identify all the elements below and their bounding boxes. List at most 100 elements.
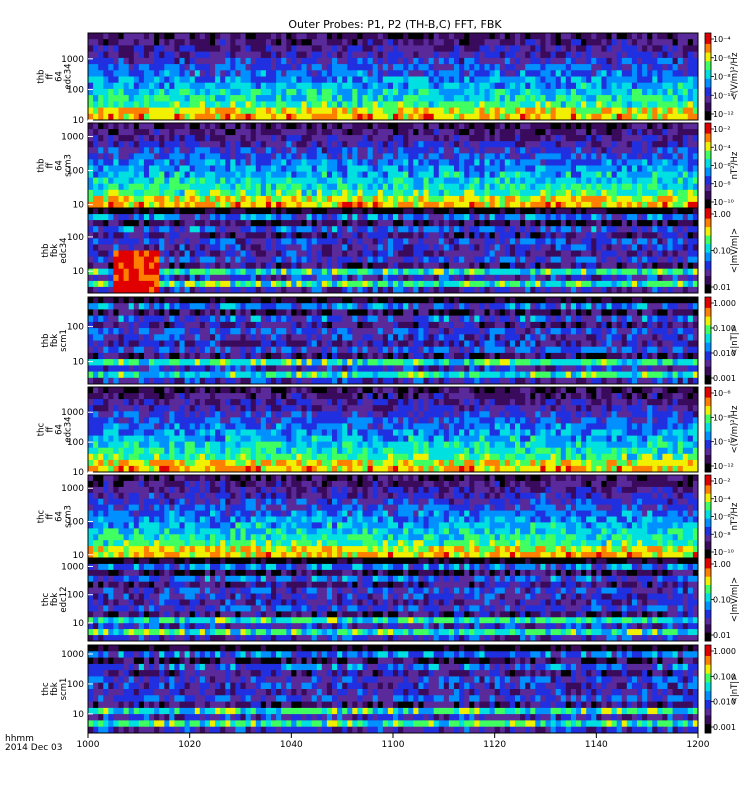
y-tick-label: 10 <box>73 116 85 126</box>
colorbar-tick-label: 10⁻⁸ <box>713 530 731 539</box>
colorbar-label: <(V/m)²/Hz <box>730 52 740 100</box>
colorbar-label: <|nT|> <box>730 674 740 705</box>
panel-label-line: edc34 <box>64 416 74 442</box>
panel-label-line: scm1 <box>59 329 69 352</box>
x-tick-label: 1000 <box>77 740 100 750</box>
colorbar-frame <box>704 644 712 734</box>
x-axis-label-hhmm: hhmm <box>5 734 34 744</box>
panel-label-line: 64 <box>55 71 65 82</box>
panel-label-line: ff <box>46 425 56 432</box>
spectrogram-texture <box>88 558 699 642</box>
spectrogram-texture <box>88 208 699 294</box>
y-tick-label: 1000 <box>61 484 84 494</box>
y-tick-label: 1000 <box>61 650 84 660</box>
panel-label-line: thb <box>37 69 47 83</box>
y-tick-label: 10 <box>73 551 85 561</box>
panel-label-line: fbk <box>50 244 60 257</box>
panel-label-line: thb <box>37 158 47 172</box>
x-tick-label: 1020 <box>178 740 201 750</box>
panel-label-line: thc <box>41 592 51 606</box>
panel-label-line: fbk <box>50 682 60 695</box>
x-tick-label: 1040 <box>280 740 303 750</box>
spectrogram-texture <box>88 475 699 559</box>
colorbar-label: nT²/Hz <box>730 151 740 179</box>
panel-5: 1000 100 10 thc ff 64 edc34 10⁻⁶ 10⁻⁸ 10⁻¹⁰ 10⁻¹² <… <box>37 386 740 478</box>
colorbar-label: <(V/m)²/Hz <box>730 405 740 453</box>
panel-label-line: thc <box>37 509 47 523</box>
panel-label-line: scm3 <box>64 154 74 177</box>
colorbar-tick-label: 1.000 <box>713 647 736 656</box>
colorbar-tick-label: 0.10 <box>713 247 731 256</box>
colorbar-tick-label: 10⁻⁶ <box>713 389 731 398</box>
spectrogram-texture <box>88 645 699 734</box>
panel-label-line: 64 <box>55 424 65 435</box>
colorbar-tick-label: 10⁻⁶ <box>713 162 731 171</box>
y-tick-label: 10 <box>73 619 85 629</box>
colorbar-tick-label: 0.01 <box>713 283 731 292</box>
panel-label-line: scm1 <box>59 678 69 701</box>
y-tick-label: 100 <box>67 518 84 528</box>
panel-label-line: ff <box>46 512 56 519</box>
colorbar-tick-label: 10⁻¹² <box>713 462 734 471</box>
colorbar-tick-label: 10⁻⁸ <box>713 413 731 422</box>
colorbar-tick-label: 1.00 <box>713 560 731 569</box>
colorbar-tick-label: 10⁻⁶ <box>713 513 731 522</box>
y-tick-label: 10 <box>73 710 85 720</box>
y-tick-label: 100 <box>67 85 84 95</box>
colorbar: 1.000 0.100 0.010 0.001 <|nT|> <box>704 296 740 385</box>
panel-label-line: thc <box>41 682 51 696</box>
y-tick-label: 10 <box>73 201 85 211</box>
y-tick-label: 10 <box>73 358 85 368</box>
y-tick-label: 10 <box>73 267 85 277</box>
colorbar-tick-label: 1.00 <box>713 210 731 219</box>
colorbar: 1.00 0.10 0.01 <|mV/m|> <box>704 557 740 642</box>
colorbar-tick-label: 10⁻² <box>713 125 731 134</box>
colorbar-tick-label: 0.100 <box>713 324 736 333</box>
x-axis-label-date: 2014 Dec 03 <box>5 743 63 753</box>
colorbar-tick-label: 10⁻⁸ <box>713 180 731 189</box>
panel-label-line: thc <box>37 422 47 436</box>
panel-frame <box>87 32 699 121</box>
colorbar: 1.000 0.100 0.010 0.001 <|nT|> <box>704 644 740 734</box>
panel-label-line: fbk <box>50 593 60 606</box>
spectrogram-texture <box>88 297 699 385</box>
panel-frame <box>87 207 699 294</box>
y-tick-label: 1000 <box>61 563 84 573</box>
chart-title: Outer Probes: P1, P2 (TH-B,C) FFT, FBK <box>288 18 502 31</box>
spectrogram-texture <box>88 387 699 473</box>
panel-label-line: thb <box>41 243 51 257</box>
colorbar-tick-label: 0.010 <box>713 698 736 707</box>
colorbar-tick-label: 1.000 <box>713 299 736 308</box>
colorbar: 10⁻⁴ 10⁻⁶ 10⁻⁸ 10⁻¹⁰ 10⁻¹² <(V/m)²/Hz <box>704 32 740 121</box>
spectrogram-texture <box>88 123 699 209</box>
x-tick-label: 1140 <box>585 740 608 750</box>
panel-frame <box>87 386 699 473</box>
panel-label-line: 64 <box>55 160 65 171</box>
panel-label-line: scm3 <box>64 505 74 528</box>
colorbar-frame <box>704 386 712 473</box>
colorbar-tick-label: 0.01 <box>713 631 731 640</box>
colorbar-frame <box>704 296 712 385</box>
x-tick-label: 1120 <box>483 740 506 750</box>
colorbar-label: <|mV/m|> <box>730 228 740 273</box>
colorbar: 1.00 0.10 0.01 <|mV/m|> <box>704 207 740 294</box>
panel-8: 1000 100 10 thc fbk scm1 1.000 0.100 0.010 0.001 <… <box>41 644 740 734</box>
panel-label-line: 64 <box>55 511 65 522</box>
y-tick-label: 100 <box>67 680 84 690</box>
colorbar: 10⁻² 10⁻⁴ 10⁻⁶ 10⁻⁸ 10⁻¹⁰ nT²/Hz <box>704 122 740 209</box>
colorbar-tick-label: 10⁻¹² <box>713 110 734 119</box>
panel-2: 1000 100 10 thb ff 64 scm3 10⁻² 10⁻⁴ 10⁻⁶ 10⁻⁸ 10⁻¹… <box>37 122 740 211</box>
colorbar-tick-label: 10⁻⁴ <box>713 143 731 152</box>
panel-label-line: edc12 <box>59 586 69 612</box>
panel-3: 100 10 thb fbk edc34 1.00 0.10 0.01 <|mV/m|> <box>41 207 740 294</box>
panel-frame <box>87 557 699 642</box>
colorbar-tick-label: 10⁻⁴ <box>713 495 731 504</box>
colorbar-tick-label: 0.001 <box>713 723 736 732</box>
colorbar: 10⁻⁶ 10⁻⁸ 10⁻¹⁰ 10⁻¹² <(V/m)²/Hz <box>704 386 740 473</box>
y-tick-label: 1000 <box>61 408 84 418</box>
colorbar-tick-label: 10⁻⁴ <box>713 35 731 44</box>
colorbar-tick-label: 10⁻¹⁰ <box>713 438 734 447</box>
colorbar-tick-label: 10⁻² <box>713 477 731 486</box>
